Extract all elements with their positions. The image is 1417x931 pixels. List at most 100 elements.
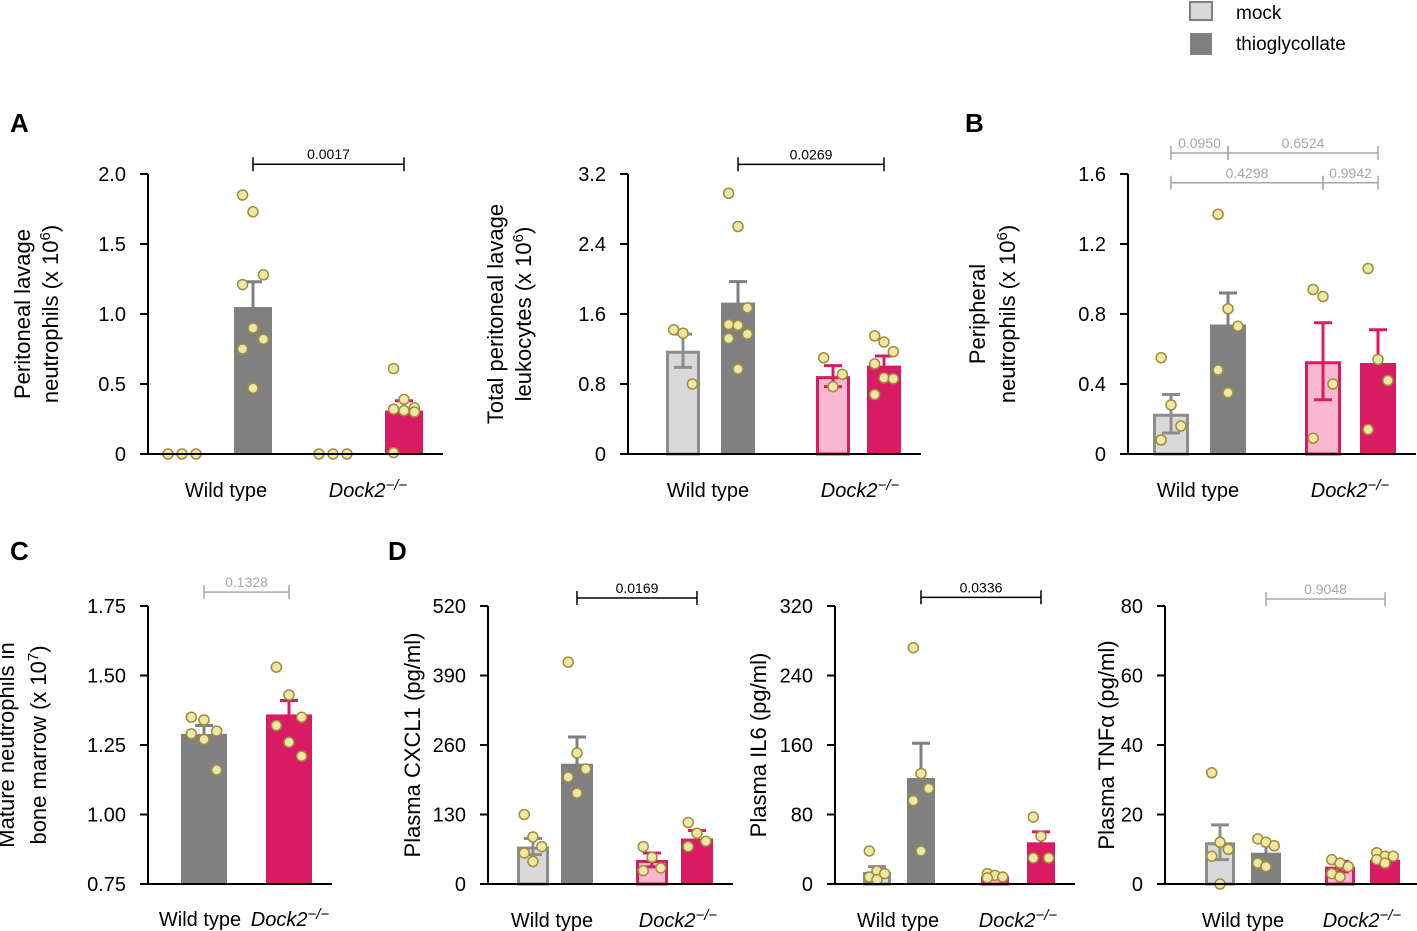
y-tick-label: 2.0 <box>98 164 126 186</box>
x-group-label: Dock2−/− <box>1323 907 1402 931</box>
legend-swatch-mock <box>1189 1 1213 21</box>
p-value-label: 0.0269 <box>790 146 833 162</box>
data-point <box>247 206 259 218</box>
data-point <box>1362 262 1374 275</box>
data-point <box>646 851 658 864</box>
data-point <box>387 362 400 375</box>
y-axis-label-text: neutrophils (x 10 <box>995 241 1020 404</box>
data-point <box>283 736 295 748</box>
data-point <box>1027 811 1040 823</box>
data-point <box>637 840 649 853</box>
data-point <box>398 404 410 417</box>
data-point <box>1035 830 1047 842</box>
panel-letter-c: C <box>10 536 29 566</box>
chart-d2: 0 80 160 240 320 Plasma IL6 (pg/ml) Wild type D… <box>746 579 1075 931</box>
y-axis-label-close: ) <box>511 227 536 234</box>
p-value-label: 0.4298 <box>1226 165 1269 181</box>
x-group-label: Dock2−/− <box>639 907 718 931</box>
data-point <box>1175 420 1187 432</box>
data-point <box>741 302 754 314</box>
data-point <box>667 324 680 336</box>
data-point <box>686 378 699 390</box>
data-point <box>387 403 400 415</box>
data-point <box>863 845 876 857</box>
x-group-label: Wild type <box>857 910 939 931</box>
data-point <box>1222 303 1234 315</box>
data-point <box>637 864 649 877</box>
data-point <box>817 352 830 364</box>
y-axis-label-superscript: 7 <box>25 653 42 661</box>
x-group-label: Wild type <box>1202 910 1284 931</box>
data-point <box>1214 836 1226 849</box>
x-group-label-gene: Dock2 <box>1323 910 1380 931</box>
y-axis-label-close: ) <box>995 225 1020 232</box>
x-group-label-superscript: −/− <box>696 907 718 924</box>
data-point <box>210 764 223 776</box>
data-point <box>1342 860 1354 873</box>
data-point <box>1307 283 1319 296</box>
data-point <box>408 406 421 418</box>
x-bar-label: Dock2−/− <box>251 906 330 931</box>
data-point <box>571 787 583 799</box>
data-point <box>722 332 735 345</box>
x-group-label-superscript: −/− <box>1380 907 1402 924</box>
y-tick-label: 1.6 <box>1078 164 1106 186</box>
y-axis-label-line1: Peripheral <box>965 264 990 364</box>
data-point <box>1379 857 1391 869</box>
data-point <box>295 750 308 762</box>
x-group-label: Wild type <box>185 480 267 502</box>
y-tick-label: 40 <box>1121 735 1143 757</box>
x-group-label-gene: Dock2 <box>1311 480 1368 502</box>
legend-swatch-thioglycollate <box>1190 33 1212 55</box>
y-tick-label: 0 <box>115 444 126 466</box>
data-point <box>1317 290 1329 303</box>
data-point <box>1372 353 1384 366</box>
y-tick-label: 130 <box>433 805 466 827</box>
data-point <box>1334 871 1346 883</box>
data-point <box>1155 434 1167 446</box>
x-bar-label: Wild type <box>159 909 241 931</box>
data-point <box>732 319 744 332</box>
data-point <box>283 689 295 701</box>
x-group-label-superscript: −/− <box>386 477 408 494</box>
data-point <box>562 656 574 668</box>
data-point <box>1027 852 1040 864</box>
data-point <box>1042 852 1055 864</box>
y-tick-label: 0.75 <box>87 874 126 896</box>
data-point <box>1222 387 1234 399</box>
x-group-label: Dock2−/− <box>1311 477 1390 502</box>
panel-letter-a: A <box>10 108 29 138</box>
p-value-label: 0.0169 <box>616 580 659 596</box>
data-point <box>1382 374 1394 387</box>
data-point <box>236 189 249 201</box>
y-tick-label: 1.75 <box>87 596 126 618</box>
y-tick-label: 1.5 <box>98 234 126 256</box>
x-group-label-gene: Dock2 <box>979 910 1036 931</box>
y-axis-label-line2: bone marrow (x 107) <box>25 645 51 844</box>
data-point <box>295 711 308 723</box>
p-value-label: 0.0336 <box>960 579 1003 595</box>
data-point <box>915 767 927 780</box>
data-point <box>732 220 744 233</box>
y-tick-label: 2.4 <box>578 234 606 256</box>
chart-d1: D 0 130 260 390 520 Plasma CXCL1 (pg/ml) Wild t… <box>388 536 733 931</box>
data-point <box>878 372 890 384</box>
x-group-label: Dock2−/− <box>979 907 1058 931</box>
y-axis-label-text: neutrophils (x 10 <box>38 241 63 404</box>
y-tick-label: 0 <box>455 874 466 896</box>
data-point <box>722 187 735 199</box>
data-point <box>682 840 694 853</box>
data-point <box>1260 860 1272 873</box>
data-point <box>827 380 839 393</box>
data-point <box>198 714 210 726</box>
y-tick-label: 320 <box>780 596 813 618</box>
y-tick-label: 0.4 <box>1078 374 1106 396</box>
y-tick-label: 60 <box>1121 666 1143 688</box>
y-tick-label: 1.2 <box>1078 234 1106 256</box>
data-point <box>1206 767 1218 779</box>
data-point <box>1327 378 1339 390</box>
data-point <box>247 382 259 394</box>
y-axis-label-text: bone marrow (x 10 <box>26 661 51 844</box>
p-value-label: 0.6524 <box>1282 135 1325 151</box>
